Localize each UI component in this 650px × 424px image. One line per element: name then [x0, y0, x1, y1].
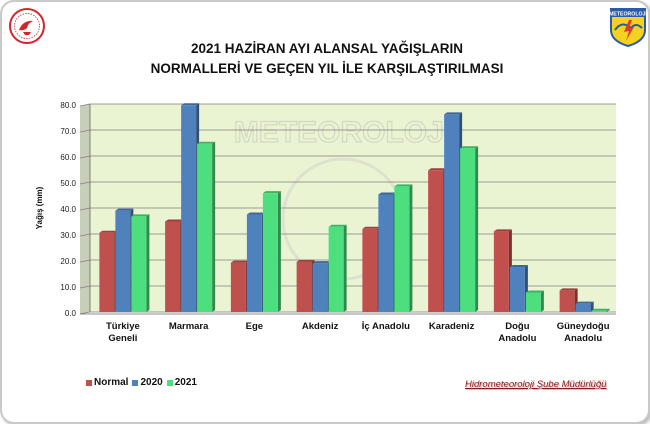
bar-2021-5 [460, 146, 479, 312]
x-tick-label: Türkiye [106, 321, 140, 332]
chart-title: 2021 HAZİRAN AYI ALANSAL YAĞIŞLARIN NORM… [102, 39, 552, 79]
bar-2020-6 [509, 265, 528, 312]
legend: Normal 2020 2021 [86, 377, 197, 388]
gridline-side [79, 129, 91, 133]
bar-2021-0 [131, 214, 150, 312]
legend-item-normal: Normal [86, 377, 128, 388]
footer-credit: Hidrometeoroloji Şube Müdürlüğü [465, 379, 607, 390]
gridline-side [79, 285, 91, 289]
bar-2021-6 [525, 290, 544, 312]
x-tick-label: Doğu [505, 321, 529, 332]
bar-2020-3 [312, 261, 331, 312]
gridline-side [79, 181, 91, 185]
x-tick-label: Anadolu [564, 333, 602, 344]
bar-normal-5 [428, 168, 447, 312]
bar-2020-0 [115, 208, 134, 312]
chart-title-line-1: 2021 HAZİRAN AYI ALANSAL YAĞIŞLARIN [190, 41, 464, 56]
legend-item-2020: 2020 [132, 377, 163, 388]
bar-normal-3 [296, 259, 315, 312]
x-tick-label: İç Anadolu [362, 321, 410, 332]
y-tick-label: 30.0 [60, 231, 76, 240]
bar-normal-2 [230, 260, 249, 312]
bar-2020-2 [246, 212, 265, 312]
meteorology-badge-icon: METEOROLOJİ [609, 8, 647, 48]
bar-normal-4 [362, 226, 381, 312]
y-tick-label: 40.0 [60, 205, 76, 214]
y-tick-label: 70.0 [60, 127, 76, 136]
bar-2020-7 [575, 301, 594, 312]
bar-normal-7 [559, 288, 578, 312]
legend-swatch-2020 [132, 379, 139, 386]
gridline-side [79, 233, 91, 237]
legend-label-normal: Normal [94, 377, 129, 388]
bar-normal-0 [99, 230, 118, 312]
x-tick-label: Anadolu [498, 333, 536, 344]
gridline-side [79, 259, 91, 263]
gridline-side [79, 103, 91, 107]
gridline-side [79, 155, 91, 159]
bar-2021-1 [197, 141, 216, 312]
y-axis-label: Yağış (mm) [35, 186, 44, 229]
badge-text: METEOROLOJİ [609, 11, 647, 18]
y-tick-label: 20.0 [60, 257, 76, 266]
bar-2021-4 [394, 184, 413, 312]
x-tick-label: Ege [246, 321, 263, 332]
legend-item-2021: 2021 [166, 377, 197, 388]
legend-swatch-2021 [166, 379, 173, 386]
bar-2020-5 [444, 112, 463, 313]
x-tick-label: Karadeniz [429, 321, 475, 332]
ministry-emblem-icon [9, 8, 45, 44]
x-tick-label: Geneli [108, 333, 137, 344]
gridline-side [79, 207, 91, 211]
bar-2021-3 [328, 224, 347, 312]
bar-2021-2 [262, 191, 281, 312]
legend-label-2021: 2021 [174, 377, 197, 388]
y-tick-label: 10.0 [60, 283, 76, 292]
y-tick-label: 50.0 [60, 179, 76, 188]
y-tick-label: 80.0 [60, 101, 76, 110]
bar-normal-1 [165, 219, 184, 312]
x-tick-label: Akdeniz [302, 321, 339, 332]
x-tick-label: Marmara [169, 321, 209, 332]
legend-label-2020: 2020 [140, 377, 163, 388]
watermark-text: METEOROLOJİ [234, 116, 452, 149]
y-tick-label: 0.0 [65, 309, 77, 318]
bar-2020-1 [181, 103, 200, 312]
bar-normal-6 [493, 229, 512, 312]
bar-2021-7 [591, 308, 610, 312]
chart-title-line-2: NORMALLERİ VE GEÇEN YIL İLE KARŞILAŞTIRI… [150, 61, 504, 76]
legend-swatch-normal [86, 379, 92, 386]
x-tick-label: Güneydoğu [557, 321, 610, 332]
y-tick-label: 60.0 [60, 153, 76, 162]
bar-2020-4 [378, 192, 397, 312]
